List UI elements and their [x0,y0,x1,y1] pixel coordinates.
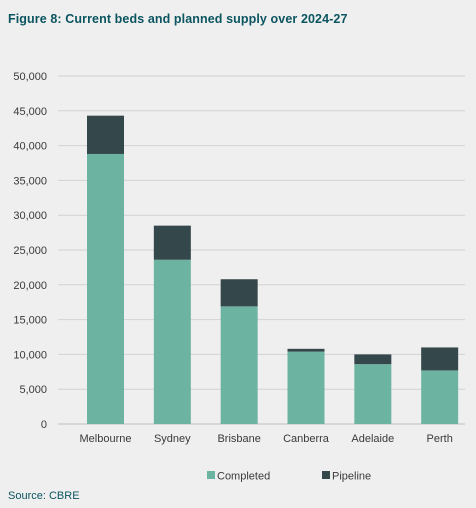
x-tick-label: Perth [427,433,453,445]
figure-title: Figure 8: Current beds and planned suppl… [8,12,348,26]
legend-swatch-pipeline [322,471,330,479]
bar-completed-melbourne [87,153,124,424]
bar-completed-perth [421,370,459,424]
y-tick-label: 35,000 [13,175,47,187]
y-tick-label: 40,000 [13,141,47,153]
y-axis-tick-labels: 0 5,000 10,000 15,000 20,000 25,000 30,000 35,0… [13,71,47,431]
bar-completed-brisbane [220,306,258,424]
gridlines [58,75,465,425]
y-tick-label: 50,000 [13,71,47,83]
y-tick-label: 10,000 [13,349,47,361]
y-tick-label: 25,000 [13,245,47,257]
y-tick-label: 0 [41,419,47,431]
x-tick-label: Brisbane [217,433,260,445]
bar-completed-canberra [287,351,325,424]
bar-pipeline-sydney [153,225,191,260]
x-tick-label: Melbourne [80,433,132,445]
y-tick-label: 20,000 [13,280,47,292]
legend-label-completed: Completed [217,471,270,483]
bar-completed-sydney [153,259,191,424]
x-axis-tick-labels: Melbourne Sydney Brisbane Canberra Adelaide P… [80,433,453,445]
x-tick-label: Canberra [283,433,330,445]
bar-pipeline-adelaide [354,354,392,365]
y-tick-label: 45,000 [13,106,47,118]
y-tick-label: 30,000 [13,210,47,222]
y-tick-label: 15,000 [13,315,47,327]
bar-pipeline-melbourne [87,115,124,154]
source-note: Source: CBRE [8,490,80,502]
y-tick-label: 5,000 [19,384,47,396]
bar-pipeline-perth [421,347,459,371]
bars [87,115,459,424]
x-tick-label: Sydney [154,433,191,445]
legend: Completed Pipeline [207,471,371,483]
bar-pipeline-canberra [287,348,325,352]
bar-pipeline-brisbane [220,279,258,307]
legend-swatch-completed [207,471,215,479]
bar-completed-adelaide [354,364,392,424]
legend-label-pipeline: Pipeline [332,471,371,483]
x-tick-label: Adelaide [351,433,394,445]
